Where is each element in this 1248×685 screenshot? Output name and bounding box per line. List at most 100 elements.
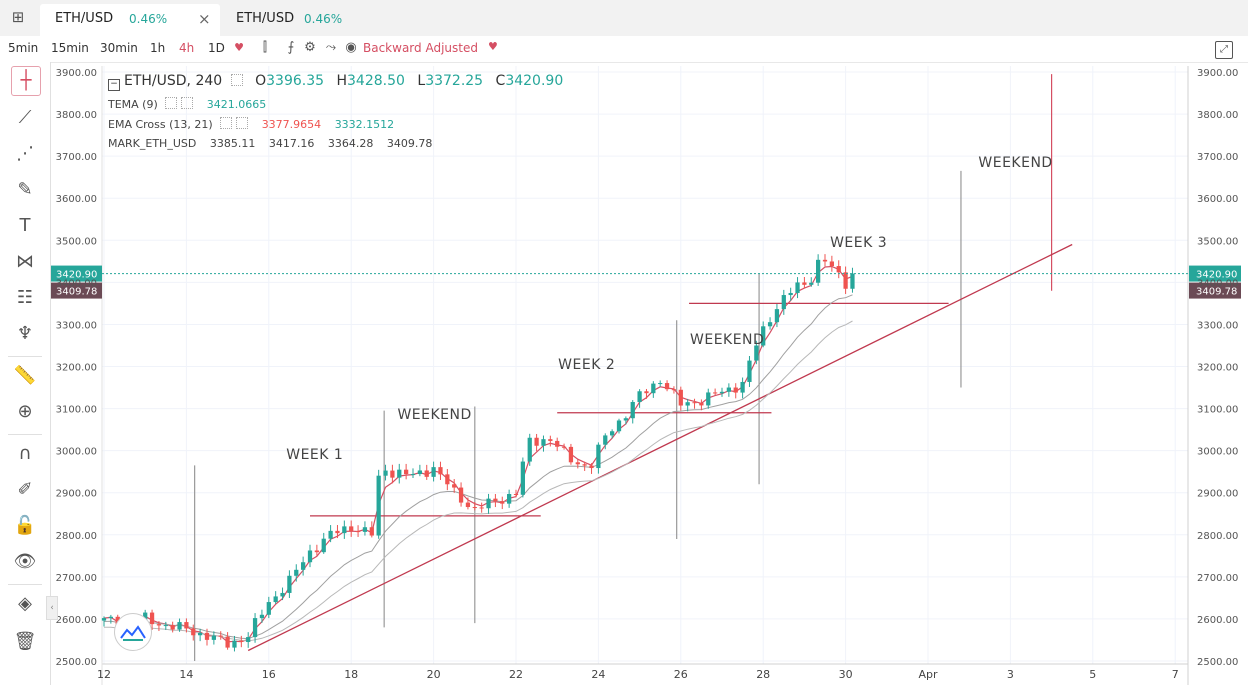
heart-icon[interactable]: ♥ [488,40,498,53]
fib-tool-icon[interactable]: ⋰ [16,143,34,164]
chart-toolbar: 5min 15min 30min 1h 4h 1D ♥ ⫿ ⨍ ⚙ ⤳ ◉ Ba… [0,36,1248,63]
hide-icon[interactable] [181,97,194,109]
timeframe-15min[interactable]: 15min [51,41,89,55]
candle-body [774,309,780,323]
candle-body [795,282,800,293]
y-tick-label-left: 3200.00 [56,363,97,374]
collapse-legend-icon[interactable]: − [108,79,120,91]
timeframe-4h[interactable]: 4h [179,41,195,55]
layers-icon[interactable]: ◈ [18,593,32,614]
timeframe-1h[interactable]: 1h [150,41,166,55]
x-tick-label: 26 [674,668,688,681]
candle-body [108,616,113,619]
timeframe-30min[interactable]: 30min [100,41,138,55]
legend-symbol: ETH/USD, 240 [124,73,223,89]
timeframe-1d[interactable]: 1D [208,41,225,55]
chart-grid [101,66,1189,685]
candle-body [479,507,484,509]
magnet-icon[interactable]: ∩ [18,443,32,464]
close-icon[interactable]: × [198,10,211,28]
candle-body [424,470,429,477]
annotation-label[interactable]: WEEKEND [978,154,1053,171]
annotation-label[interactable]: WEEK 3 [830,234,888,251]
candle-body [452,484,457,488]
vertical-markers [194,74,1053,661]
candle-body [390,470,395,478]
support-levels [310,302,949,517]
candle-body [754,345,759,361]
candle-body [101,618,107,621]
candle-body [369,527,374,536]
trendline-tool-icon[interactable]: ⟋ [18,107,32,128]
candle-body [458,487,464,503]
settings-icon[interactable] [230,74,243,86]
candle-body [259,614,265,619]
ruler-icon[interactable]: 📏 [13,365,37,386]
eye-icon[interactable]: ◉ [345,40,357,55]
y-tick-label-left: 2600.00 [56,615,97,626]
lock-icon[interactable]: 🔓 [13,515,37,536]
low-label: L [417,73,426,89]
candle-body [355,531,361,533]
annotation-label[interactable]: WEEK 1 [286,447,344,464]
trash-icon[interactable]: 🗑 [13,631,37,652]
candle-body [822,259,828,262]
candle-body [520,461,525,495]
candle-body [664,383,670,390]
y-tick-label-left: 2900.00 [56,489,97,500]
brush-tool-icon[interactable]: ✎ [17,179,33,200]
hide-icon[interactable] [236,117,249,129]
tab-eth-usd-second[interactable]: ETH/USD 0.46% [222,4,402,36]
y-tick-label-left: 2700.00 [56,573,97,584]
y-tick-label-right: 3700.00 [1197,152,1238,163]
candles [101,254,855,652]
visibility-eye-icon[interactable]: 👁 [13,551,37,572]
position-tool-icon[interactable]: ☷ [16,287,34,308]
tema-value: 3421.0665 [206,98,267,111]
low-value: 3372.25 [425,73,484,89]
annotation-label[interactable]: WEEK 2 [558,356,616,373]
tab-eth-usd-active[interactable]: ETH/USD 0.46% × [40,4,220,36]
y-tick-label-left: 3500.00 [56,236,97,247]
candle-body [603,435,608,445]
settings-icon[interactable] [165,97,178,109]
candle-body [713,392,718,394]
compare-icon[interactable]: ⤳ [325,40,337,55]
settings-gear-icon[interactable]: ⚙ [304,40,316,55]
fullscreen-icon[interactable]: ⤢ [1215,41,1233,59]
trendline-line [247,243,1073,652]
candle-body [582,464,587,466]
crosshair-icon[interactable]: ┼ [11,66,41,96]
indicators-icon[interactable]: ⨍ [287,40,295,55]
y-tick-label-right: 3600.00 [1197,194,1238,205]
candle-body [143,612,148,620]
y-tick-label-right: 2500.00 [1197,657,1238,668]
text-tool-icon[interactable]: T [19,215,31,236]
x-tick-label: 5 [1089,668,1096,681]
candle-body [623,418,628,421]
last-price-label-left: 3420.90 [56,270,97,281]
layout-icon[interactable]: ⊞ [11,8,25,26]
lock-drawing-icon[interactable]: ✐ [17,479,33,500]
candle-body [438,467,443,475]
annotation-label[interactable]: WEEKEND [397,407,472,424]
zoom-in-icon[interactable]: ⊕ [17,401,33,422]
heart-icon[interactable]: ♥ [234,41,244,54]
y-tick-label-left: 3700.00 [56,152,97,163]
annotation-label[interactable]: WEEKEND [690,331,765,348]
candle-type-icon[interactable]: ⫿ [262,40,268,55]
timeframe-5min[interactable]: 5min [8,41,39,55]
tab-change: 0.46% [304,12,343,26]
close-label: C [495,73,506,89]
candle-body [630,401,635,419]
forecast-tool-icon[interactable]: ♆ [16,323,34,344]
candle-body [342,526,347,534]
collapse-toolbar-arrow-icon[interactable]: ‹ [46,596,58,620]
pattern-tool-icon[interactable]: ⋈ [16,251,34,272]
tab-change: 0.46% [129,12,168,26]
candle-body [829,261,834,267]
tab-bar: ⊞ ETH/USD 0.46% × ETH/USD 0.46% [0,0,1248,37]
adjustment-dropdown[interactable]: Backward Adjusted [363,41,478,55]
settings-icon[interactable] [220,117,233,129]
